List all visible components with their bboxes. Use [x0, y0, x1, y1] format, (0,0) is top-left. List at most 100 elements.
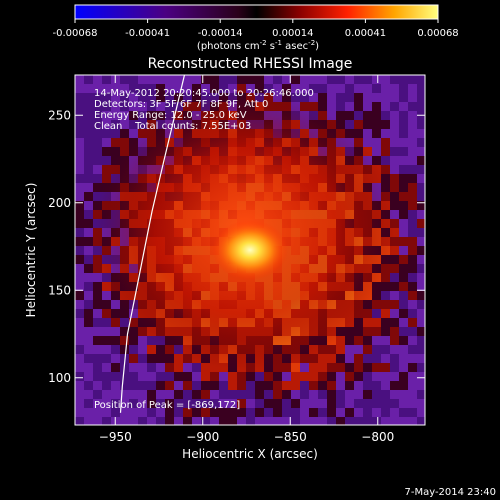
image-pixel — [75, 192, 84, 201]
colorbar-ticks: -0.00068 -0.00041 -0.00014 0.00014 0.00041 0.… — [53, 19, 459, 39]
image-pixel — [372, 138, 381, 147]
x-tick-label: −850 — [274, 430, 307, 444]
image-pixel — [147, 75, 156, 84]
image-pixel — [192, 417, 201, 425]
image-pixel — [156, 75, 165, 84]
image-pixel — [210, 399, 219, 408]
image-pixel — [408, 399, 417, 408]
image-pixel — [138, 354, 147, 363]
image-pixel — [102, 408, 111, 417]
image-pixel — [174, 84, 183, 93]
image-pixel — [399, 120, 408, 129]
image-pixel — [336, 417, 345, 425]
image-pixel — [246, 372, 255, 381]
image-pixel — [84, 228, 93, 237]
image-pixel — [327, 93, 336, 102]
image-pixel — [111, 102, 120, 111]
image-pixel — [372, 417, 381, 425]
image-pixel — [84, 255, 93, 264]
image-pixel — [309, 84, 318, 93]
image-pixel — [129, 327, 138, 336]
image-pixel — [147, 102, 156, 111]
image-pixel — [417, 345, 425, 354]
image-pixel — [399, 309, 408, 318]
image-pixel — [75, 156, 84, 165]
image-pixel — [147, 93, 156, 102]
image-pixel — [345, 417, 354, 425]
image-pixel — [399, 84, 408, 93]
image-pixel — [147, 399, 156, 408]
image-pixel — [381, 327, 390, 336]
image-pixel — [345, 381, 354, 390]
image-pixel — [336, 363, 345, 372]
image-pixel — [111, 129, 120, 138]
colorbar-tick-label: -0.00068 — [53, 28, 98, 39]
image-pixel — [102, 390, 111, 399]
image-pixel — [192, 408, 201, 417]
image-pixel — [381, 138, 390, 147]
image-pixel — [237, 75, 246, 84]
image-pixel — [390, 156, 399, 165]
image-pixel — [408, 309, 417, 318]
image-pixel — [390, 246, 399, 255]
image-pixel — [75, 417, 84, 425]
image-pixel — [75, 399, 84, 408]
image-pixel — [174, 354, 183, 363]
image-pixel — [390, 345, 399, 354]
image-pixel — [246, 84, 255, 93]
image-pixel — [120, 138, 129, 147]
image-pixel — [399, 264, 408, 273]
image-pixel — [309, 390, 318, 399]
image-pixel — [102, 282, 111, 291]
image-pixel — [372, 318, 381, 327]
image-pixel — [111, 327, 120, 336]
image-pixel — [120, 111, 129, 120]
image-pixel — [129, 390, 138, 399]
image-pixel — [255, 399, 264, 408]
image-pixel — [327, 75, 336, 84]
image-pixel — [390, 129, 399, 138]
image-pixel — [75, 273, 84, 282]
footer-timestamp: 7-May-2014 23:40 — [404, 487, 496, 498]
image-pixel — [75, 228, 84, 237]
image-pixel — [390, 183, 399, 192]
image-pixel — [201, 399, 210, 408]
image-pixel — [381, 417, 390, 425]
image-pixel — [282, 408, 291, 417]
image-pixel — [111, 309, 120, 318]
image-pixel — [84, 417, 93, 425]
image-pixel — [138, 120, 147, 129]
image-pixel — [93, 282, 102, 291]
image-pixel — [156, 408, 165, 417]
image-pixel — [84, 399, 93, 408]
image-pixel — [345, 75, 354, 84]
image-pixel — [111, 372, 120, 381]
image-pixel — [147, 345, 156, 354]
image-pixel — [408, 417, 417, 425]
image-pixel — [111, 390, 120, 399]
image-pixel — [84, 156, 93, 165]
image-pixel — [102, 309, 111, 318]
image-pixel — [390, 363, 399, 372]
image-pixel — [156, 417, 165, 425]
image-pixel — [282, 363, 291, 372]
image-pixel — [84, 408, 93, 417]
image-pixel — [237, 84, 246, 93]
image-pixel — [381, 174, 390, 183]
image-pixel — [327, 354, 336, 363]
image-pixel — [138, 399, 147, 408]
image-pixel — [174, 390, 183, 399]
image-pixel — [417, 102, 425, 111]
image-pixel — [354, 408, 363, 417]
image-pixel — [336, 93, 345, 102]
image-pixel — [120, 102, 129, 111]
image-pixel — [147, 336, 156, 345]
image-pixel — [111, 363, 120, 372]
image-pixel — [156, 345, 165, 354]
image-pixel — [84, 219, 93, 228]
image-pixel — [381, 372, 390, 381]
image-pixel — [192, 381, 201, 390]
image-pixel — [84, 111, 93, 120]
image-pixel — [165, 354, 174, 363]
image-pixel — [84, 354, 93, 363]
